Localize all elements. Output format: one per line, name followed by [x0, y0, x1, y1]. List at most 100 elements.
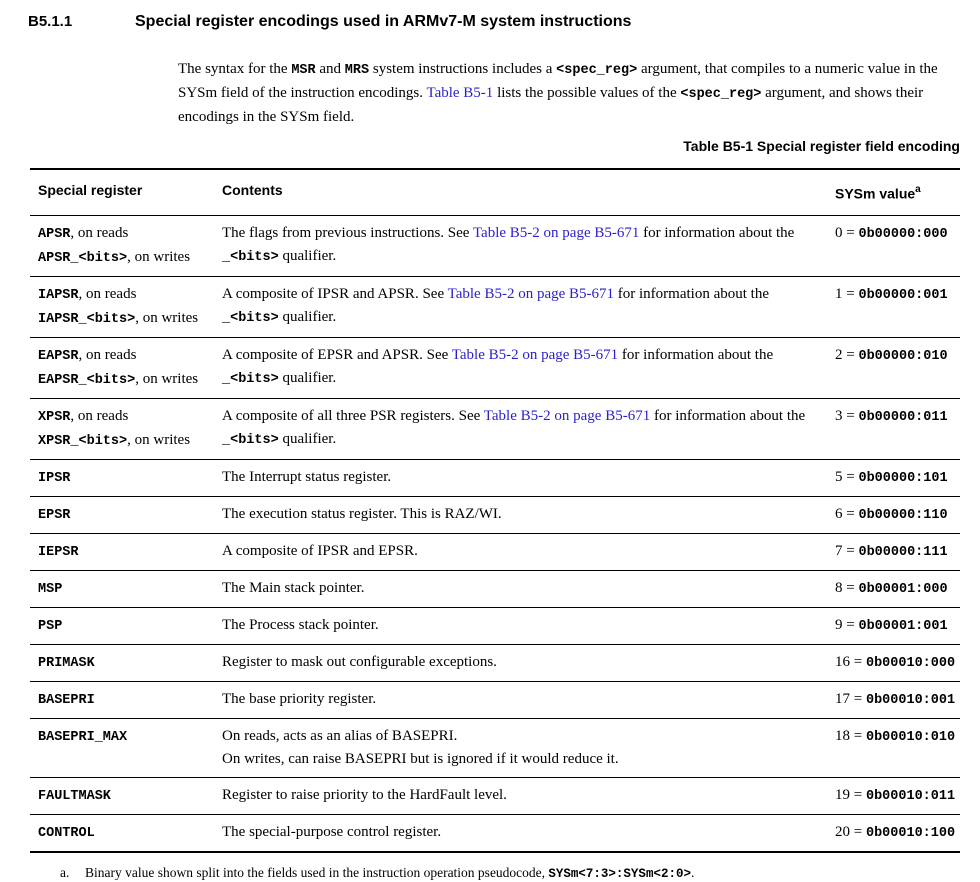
text-segment: The Interrupt status register. [222, 468, 392, 485]
table-row: FAULTMASK Register to raise priority to … [30, 778, 960, 815]
text-line: IAPSR_<bits>, on writes [38, 307, 222, 331]
text-segment: , on reads [78, 285, 137, 302]
text-line: The syntax for the MSR and MRS system in… [178, 58, 962, 128]
cross-reference-link[interactable]: Table B5-2 on page B5-671 [472, 224, 640, 241]
table-row: BASEPRI_MAX On reads, acts as an alias o… [30, 719, 960, 778]
text-line: On writes, can raise BASEPRI but is igno… [222, 748, 819, 771]
text-segment: , on reads [70, 407, 129, 424]
table-row: BASEPRI The base priority register. 17 =… [30, 682, 960, 719]
text-line: XPSR_<bits>, on writes [38, 429, 222, 453]
text-line: A composite of IPSR and APSR. See Table … [222, 283, 819, 330]
code-text: SYSm<7:3>:SYSm<2:0> [548, 866, 691, 881]
text-line: The special-purpose control register. [222, 821, 819, 844]
cell-sysm-value: 16 = 0b00010:000 [835, 645, 960, 681]
text-segment: Register to raise priority to the HardFa… [222, 786, 507, 803]
cell-special-register: MSP [30, 571, 222, 607]
code-text: <spec_reg> [556, 63, 638, 78]
text-line: The base priority register. [222, 688, 819, 711]
text-line: 9 = 0b00001:001 [835, 614, 960, 638]
text-line: 3 = 0b00000:011 [835, 405, 960, 429]
text-line: PSP [38, 614, 222, 638]
code-text: EPSR [38, 507, 71, 523]
text-line: IPSR [38, 466, 222, 490]
code-text: XPSR [38, 409, 71, 425]
text-segment: system instructions includes a [369, 61, 557, 77]
text-line: The flags from previous instructions. Se… [222, 222, 819, 269]
text-segment: A composite of IPSR and APSR. See [222, 285, 448, 302]
cell-special-register: BASEPRI_MAX [30, 719, 222, 777]
cell-special-register: IPSR [30, 460, 222, 496]
code-text: IEPSR [38, 544, 79, 560]
cell-sysm-value: 2 = 0b00000:010 [835, 338, 960, 398]
text-line: 5 = 0b00000:101 [835, 466, 960, 490]
text-line: MSP [38, 577, 222, 601]
cell-special-register: IAPSR, on reads IAPSR_<bits>, on writes [30, 277, 222, 337]
text-line: The execution status register. This is R… [222, 503, 819, 526]
cell-special-register: CONTROL [30, 815, 222, 851]
text-line: 20 = 0b00010:100 [835, 821, 960, 845]
cell-sysm-value: 5 = 0b00000:101 [835, 460, 960, 496]
cell-special-register: EPSR [30, 497, 222, 533]
text-line: On reads, acts as an alias of BASEPRI. [222, 725, 819, 748]
cross-reference-link[interactable]: Table B5-2 on page B5-671 [483, 407, 651, 424]
code-text: PSP [38, 618, 63, 634]
text-segment: A composite of all three PSR registers. … [222, 407, 484, 424]
text-segment: 17 = [835, 690, 866, 707]
text-segment: , on reads [70, 224, 129, 241]
text-line: IEPSR [38, 540, 222, 564]
code-text: IPSR [38, 470, 71, 486]
text-segment: for information about the [614, 285, 769, 302]
footnote-text: Binary value shown split into the fields… [85, 863, 694, 882]
text-segment: 8 = [835, 579, 859, 596]
table-footnote: a. Binary value shown split into the fie… [60, 863, 960, 882]
text-line: 1 = 0b00000:001 [835, 283, 960, 307]
table-row: XPSR, on reads XPSR_<bits>, on writes A c… [30, 399, 960, 460]
text-segment: Binary value shown split into the fields… [85, 864, 549, 880]
cell-special-register: PSP [30, 608, 222, 644]
cell-special-register: PRIMASK [30, 645, 222, 681]
text-line: The Interrupt status register. [222, 466, 819, 489]
code-text: 0b00010:011 [865, 788, 956, 804]
cross-reference-link[interactable]: Table B5-1 [426, 85, 494, 101]
header-special-register: Special register [38, 182, 143, 198]
text-segment: 20 = [835, 823, 866, 840]
cross-reference-link[interactable]: Table B5-2 on page B5-671 [447, 285, 615, 302]
cross-reference-link[interactable]: Table B5-2 on page B5-671 [451, 346, 619, 363]
header-sysm-value-label: SYSm value [835, 185, 916, 202]
text-line: 7 = 0b00000:111 [835, 540, 960, 564]
code-text: 0b00000:001 [858, 287, 948, 303]
text-segment: The flags from previous instructions. Se… [222, 224, 473, 241]
text-segment: lists the possible values of the [493, 85, 681, 101]
text-line: A composite of all three PSR registers. … [222, 405, 819, 452]
code-text: 0b00000:011 [858, 409, 948, 425]
code-text: _<bits> [222, 371, 279, 387]
text-line: 16 = 0b00010:000 [835, 651, 960, 675]
text-segment: 16 = [835, 653, 866, 670]
text-line: BASEPRI_MAX [38, 725, 222, 749]
table-header-row: Special register Contents SYSm valuea [30, 170, 960, 216]
text-line: The Process stack pointer. [222, 614, 819, 637]
cell-contents: The base priority register. [222, 682, 835, 718]
code-text: 0b00001:001 [858, 618, 948, 634]
cell-sysm-value: 9 = 0b00001:001 [835, 608, 960, 644]
cell-contents: The flags from previous instructions. Se… [222, 216, 835, 276]
text-line: CONTROL [38, 821, 222, 845]
cell-sysm-value: 20 = 0b00010:100 [835, 815, 960, 851]
cell-special-register: EAPSR, on reads EAPSR_<bits>, on writes [30, 338, 222, 398]
text-line: 17 = 0b00010:001 [835, 688, 960, 712]
text-line: EAPSR, on reads [38, 344, 222, 368]
text-segment: qualifier. [278, 308, 337, 325]
cell-special-register: APSR, on reads APSR_<bits>, on writes [30, 216, 222, 276]
header-contents: Contents [222, 182, 283, 198]
text-segment: argument, that compiles to a numeric val… [178, 61, 938, 101]
code-text: _<bits> [222, 249, 279, 265]
section-title: Special register encodings used in ARMv7… [135, 13, 632, 30]
text-segment: for information about the [618, 346, 774, 363]
code-text: BASEPRI_MAX [38, 729, 128, 745]
text-segment: A composite of EPSR and APSR. See [222, 346, 452, 363]
cell-special-register: BASEPRI [30, 682, 222, 718]
text-segment: On writes, can raise BASEPRI but is igno… [222, 750, 619, 767]
text-segment: 1 = [835, 285, 859, 302]
code-text: FAULTMASK [38, 788, 111, 804]
